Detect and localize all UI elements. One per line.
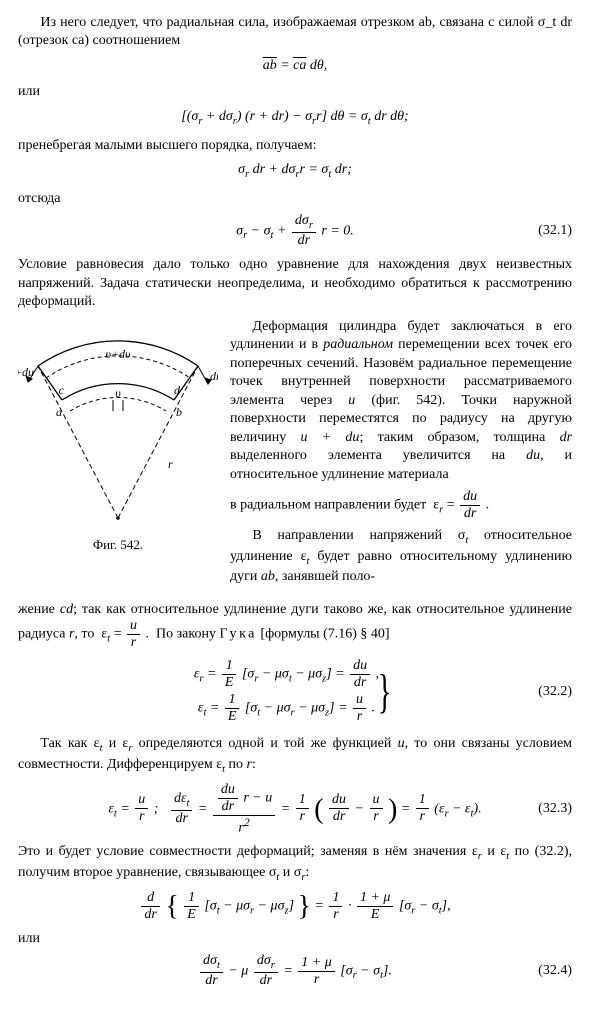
svg-text:dr+du: dr+du [18, 365, 34, 379]
svg-text:d: d [174, 383, 181, 397]
eq-1: ab = ca dθ, [18, 57, 572, 75]
para-4b: в радиальном направлении будет εr = dudr… [230, 490, 572, 521]
eq-8-row: dσtdr − μ dσrdr = 1 + μr [σr − σt]. (32.… [18, 954, 572, 988]
eq-7: ddr { 1E [σt − μσr − μσz] } = 1r · 1 + μ… [18, 891, 572, 922]
eq-3: σr dr + dσrr = σt dr; [18, 161, 572, 182]
eq-5: εr = 1E [σr − μσt − μσz] = dudr , εt = 1… [18, 656, 572, 727]
eq-6-row: εt = ur ; dεtdr = dudr r − ur2 = 1r ( du… [18, 783, 572, 836]
svg-text:a: a [56, 405, 62, 419]
svg-text:dr: dr [210, 369, 218, 383]
svg-text:c: c [59, 383, 65, 397]
eq-8-num: (32.4) [538, 962, 572, 980]
figure-svg: υ+dυ υ a b c d r dr dr+du [18, 318, 218, 528]
para-5: жение cd; так как относительное удлинени… [18, 601, 572, 650]
eq-4-num: (32.1) [538, 222, 572, 240]
eq-4-row: σr − σt + dσrdr r = 0. (32.1) [18, 214, 572, 248]
para-2: пренебрегая малыми высшего порядка, полу… [18, 137, 572, 155]
eq-5-num: (32.2) [538, 683, 572, 701]
eq-6-num: (32.3) [538, 800, 572, 818]
eq-5-row: εr = 1E [σr − μσt − μσz] = dudr , εt = 1… [18, 656, 572, 727]
svg-text:υ: υ [115, 386, 121, 400]
para-3: Условие равновесия дало только одно урав… [18, 256, 572, 311]
label-or-2: или [18, 930, 572, 948]
para-4: Деформация цилиндра будет заключаться в … [230, 318, 572, 484]
para-5a: В направлении напряжений σt относительно… [230, 527, 572, 587]
para-7: Это и будет условие совместности деформа… [18, 843, 572, 884]
para-6: Так как εt и εr определяются одной и той… [18, 735, 572, 776]
svg-text:r: r [168, 457, 173, 471]
para-1: Из него следует, что радиальная сила, из… [18, 14, 572, 51]
eq-6: εt = ur ; dεtdr = dudr r − ur2 = 1r ( du… [18, 783, 572, 836]
para-4-col: Деформация цилиндра будет заключаться в … [230, 318, 572, 593]
eq-4: σr − σt + dσrdr r = 0. [18, 214, 572, 248]
figure-542: υ+dυ υ a b c d r dr dr+du Фиг. 542. [18, 318, 218, 593]
eq-2: [(σr + dσr) (r + dr) − σrr] dθ = σt dr d… [18, 108, 572, 129]
svg-text:b: b [176, 405, 182, 419]
label-or-1: или [18, 83, 572, 101]
svg-text:υ+dυ: υ+dυ [105, 347, 131, 361]
label-hence: отсюда [18, 190, 572, 208]
figure-and-text: υ+dυ υ a b c d r dr dr+du Фиг. 542. Дефо… [18, 318, 572, 593]
figure-caption: Фиг. 542. [18, 536, 218, 553]
eq-8: dσtdr − μ dσrdr = 1 + μr [σr − σt]. [18, 954, 572, 988]
